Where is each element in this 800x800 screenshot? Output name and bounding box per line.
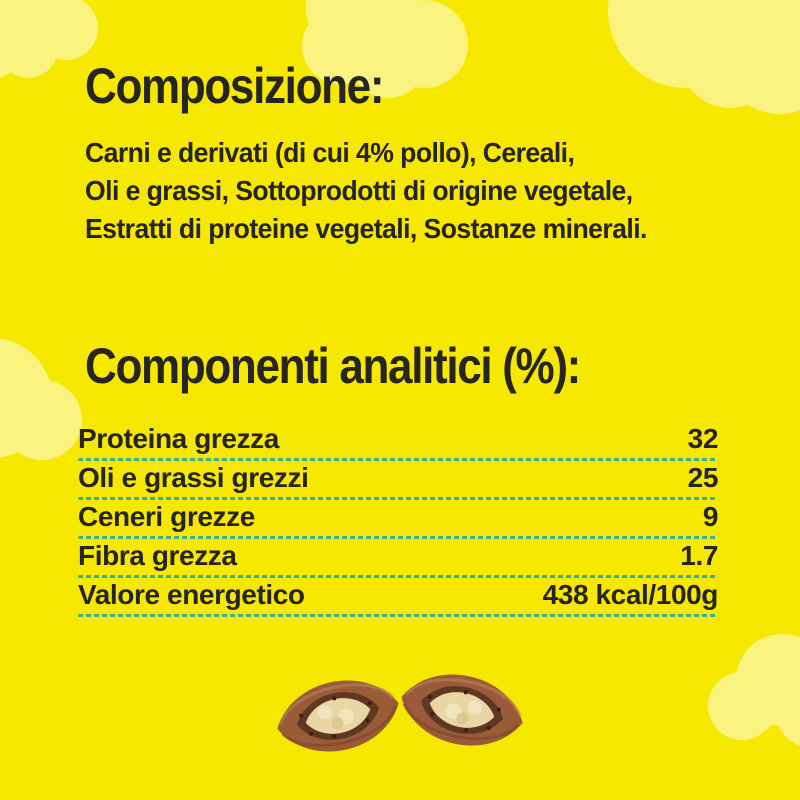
analytical-components-heading: Componenti analitici (%):	[85, 338, 581, 394]
table-row: Ceneri grezze 9	[78, 502, 718, 539]
table-row: Proteina grezza 32	[78, 424, 718, 461]
dashed-divider	[78, 536, 718, 539]
table-row: Valore energetico 438 kcal/100g	[78, 580, 718, 617]
table-row: Fibra grezza 1.7	[78, 541, 718, 578]
component-value: 25	[687, 462, 719, 493]
dashed-divider	[78, 575, 718, 578]
component-label: Oli e grassi grezzi	[78, 462, 309, 493]
cloud-top-left-icon	[0, 0, 98, 79]
composition-text-line: Estratti di proteine vegetali, Sostanze …	[85, 213, 647, 244]
dashed-divider	[78, 497, 718, 500]
component-value: 1.7	[680, 540, 718, 571]
composition-text-line: Oli e grassi, Sottoprodotti di origine v…	[85, 175, 633, 206]
analytical-components-table: Proteina grezza 32 Oli e grassi grezzi 2…	[78, 424, 718, 619]
treat-photo	[277, 674, 523, 752]
component-value: 9	[702, 501, 719, 532]
cloud-left-middle-icon	[0, 338, 82, 460]
table-row: Oli e grassi grezzi 25	[78, 463, 718, 500]
cloud-top-right-icon	[608, 0, 800, 114]
dashed-divider	[78, 614, 718, 617]
composition-text: Carni e derivati (di cui 4% pollo), Cere…	[85, 134, 647, 248]
component-label: Ceneri grezze	[78, 501, 255, 532]
composition-heading: Composizione:	[85, 58, 384, 114]
cloud-right-lower-icon	[708, 634, 800, 746]
component-label: Valore energetico	[78, 579, 305, 610]
cloud-top-middle-icon	[302, 0, 468, 98]
dashed-divider	[78, 458, 718, 461]
treat-right-half	[401, 674, 523, 746]
component-label: Proteina grezza	[78, 423, 279, 454]
treat-left-half	[277, 680, 399, 752]
composition-text-line: Carni e derivati (di cui 4% pollo), Cere…	[85, 137, 575, 168]
component-value: 32	[687, 423, 719, 454]
component-label: Fibra grezza	[78, 540, 237, 571]
component-value: 438 kcal/100g	[542, 579, 719, 610]
